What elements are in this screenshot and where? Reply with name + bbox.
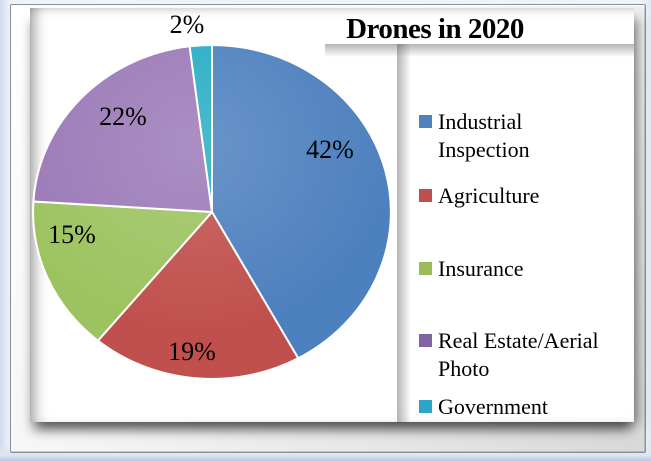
legend-item-industrial-inspection: Industrial Inspection [419, 108, 628, 164]
pie-sheen-overlay [34, 46, 390, 378]
pie-label: 19% [168, 337, 216, 366]
pie-label: 42% [306, 135, 354, 164]
legend-label: Insurance [438, 256, 524, 281]
pie-label: 2% [169, 10, 205, 39]
chart-title: Drones in 2020 [346, 13, 524, 45]
legend-label: Agriculture [438, 183, 540, 208]
pie-label: 22% [99, 102, 147, 131]
pie-label: 15% [48, 220, 96, 249]
legend-label: Industrial Inspection [438, 109, 530, 162]
legend-swatch-real-estate-aerial-photo [419, 334, 432, 347]
legend-item-insurance: Insurance [419, 255, 628, 283]
legend-label: Real Estate/Aerial Photo [438, 328, 599, 381]
legend-swatch-industrial-inspection [419, 115, 432, 128]
chart-area: Drones in 2020 42% 19% 15% 22% 2% Industrial… [30, 8, 634, 422]
chart-legend: Industrial Inspection Agriculture Insura… [397, 44, 634, 422]
legend-swatch-agriculture [419, 189, 432, 202]
legend-item-agriculture: Agriculture [419, 182, 628, 210]
legend-inset-shadow-top [325, 44, 634, 57]
legend-inset-shadow-left [397, 44, 411, 422]
legend-item-real-estate-aerial-photo: Real Estate/Aerial Photo [419, 327, 628, 383]
pie-chart [32, 43, 392, 380]
legend-label: Government [438, 394, 548, 419]
legend-swatch-insurance [419, 262, 432, 275]
legend-swatch-government [419, 400, 432, 413]
legend-item-government: Government [419, 393, 628, 421]
